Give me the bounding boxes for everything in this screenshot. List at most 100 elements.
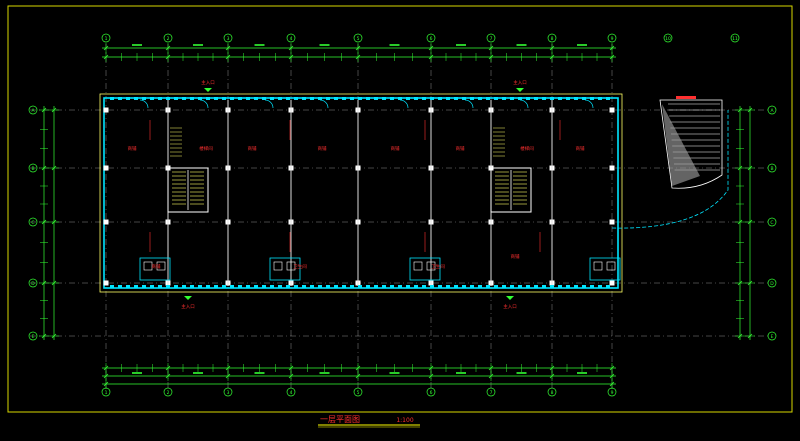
- axis-bubble-right: [767, 278, 777, 288]
- dimension-text-mark: [193, 372, 203, 374]
- door-swing: [199, 99, 209, 109]
- window-segment: [510, 285, 514, 288]
- window-segment: [422, 285, 426, 288]
- window-segment: [342, 285, 346, 288]
- toilet-fixture: [286, 261, 296, 271]
- axis-bubble-top: [101, 33, 111, 43]
- ramp-shading: [662, 104, 700, 186]
- axis-bubble-top: [663, 33, 673, 43]
- axis-bubble-bottom: [486, 387, 496, 397]
- door-swing: [264, 99, 274, 109]
- window-segment: [350, 285, 354, 288]
- door-swing: [464, 99, 474, 109]
- axis-bubble-top: [607, 33, 617, 43]
- window-segment: [454, 285, 458, 288]
- drawing-frame: [7, 5, 793, 413]
- window-segment: [534, 97, 538, 100]
- window-segment: [302, 285, 306, 288]
- axis-bubble-top: [547, 33, 557, 43]
- structural-column: [609, 107, 615, 113]
- window-segment: [118, 285, 122, 288]
- window-segment: [398, 97, 402, 100]
- axis-bubble-left-label: B: [31, 166, 34, 172]
- axis-bubble-top-label: 1: [105, 36, 108, 42]
- window-segment: [126, 97, 130, 100]
- toilet-fixture: [156, 261, 166, 271]
- axis-bubble-bottom: [547, 387, 557, 397]
- window-segment: [198, 97, 202, 100]
- window-segment: [150, 97, 154, 100]
- axis-bubble-left: [28, 278, 38, 288]
- window-segment: [294, 285, 298, 288]
- entrance-label: 主入口: [181, 303, 195, 310]
- axis-bubble-right: [767, 105, 777, 115]
- window-segment: [254, 97, 258, 100]
- window-segment: [118, 97, 122, 100]
- window-segment: [470, 285, 474, 288]
- door-swing: [399, 99, 409, 109]
- axis-bubble-right-label: A: [770, 108, 774, 114]
- axis-bubble-bottom: [286, 387, 296, 397]
- window-segment: [110, 97, 114, 100]
- structural-column: [609, 280, 615, 286]
- building-walls: [99, 93, 623, 293]
- axis-bubble-right: [767, 331, 777, 341]
- window-segment: [542, 285, 546, 288]
- window-segment: [238, 97, 242, 100]
- room-label: 卫生间: [293, 263, 307, 270]
- window-segment: [254, 285, 258, 288]
- dimension-text-mark: [577, 372, 587, 374]
- window-segment: [566, 97, 570, 100]
- dimension-text-mark: [456, 44, 466, 46]
- window-segment: [326, 97, 330, 100]
- dimension-text-mark: [516, 44, 527, 46]
- drawing-title: 一层平面图: [320, 415, 360, 424]
- dimension-text-mark: [132, 372, 142, 374]
- dimension-text-mark: [577, 44, 587, 46]
- window-segment: [390, 285, 394, 288]
- window-segment: [142, 285, 146, 288]
- room-label: 商铺: [391, 145, 400, 152]
- axis-bubble-bottom-label: 2: [167, 390, 170, 396]
- external-ramp: [611, 96, 729, 229]
- window-segment: [446, 97, 450, 100]
- window-segment: [606, 285, 610, 288]
- dimension-text-mark: [389, 44, 400, 46]
- drawing-title-block: 一层平面图 1:100: [318, 415, 420, 428]
- dimension-chains: [39, 43, 755, 389]
- building-outer-outline: [99, 93, 623, 293]
- window-segment: [326, 285, 330, 288]
- structural-column: [609, 219, 615, 225]
- axis-bubble-left: [28, 331, 38, 341]
- window-segment: [374, 97, 378, 100]
- window-segment: [166, 97, 170, 100]
- entrance-arrow: [204, 88, 212, 92]
- entrance-arrow: [184, 296, 192, 300]
- window-segment: [558, 97, 562, 100]
- entrance-label: 主入口: [513, 79, 527, 86]
- entrance-arrow: [506, 296, 514, 300]
- door-swing: [519, 99, 529, 109]
- window-segment: [598, 97, 602, 100]
- room-label: 商铺: [576, 145, 585, 152]
- axis-bubble-bottom: [163, 387, 173, 397]
- drawing-scale: 1:100: [396, 417, 413, 424]
- toilet-fixture: [426, 261, 436, 271]
- window-segment: [310, 97, 314, 100]
- window-segment: [390, 97, 394, 100]
- axis-bubble-left: [28, 217, 38, 227]
- window-segment: [606, 97, 610, 100]
- axis-bubble-top-label: 5: [357, 36, 360, 42]
- window-segment: [350, 97, 354, 100]
- window-segment: [270, 97, 274, 100]
- axis-bubble-bottom-label: 8: [551, 390, 554, 396]
- window-segment: [302, 97, 306, 100]
- room-label: 商铺: [248, 145, 257, 152]
- window-segment: [382, 285, 386, 288]
- window-segment: [494, 285, 498, 288]
- window-segment: [342, 97, 346, 100]
- window-segment: [526, 285, 530, 288]
- window-segment: [230, 97, 234, 100]
- window-segment: [126, 285, 130, 288]
